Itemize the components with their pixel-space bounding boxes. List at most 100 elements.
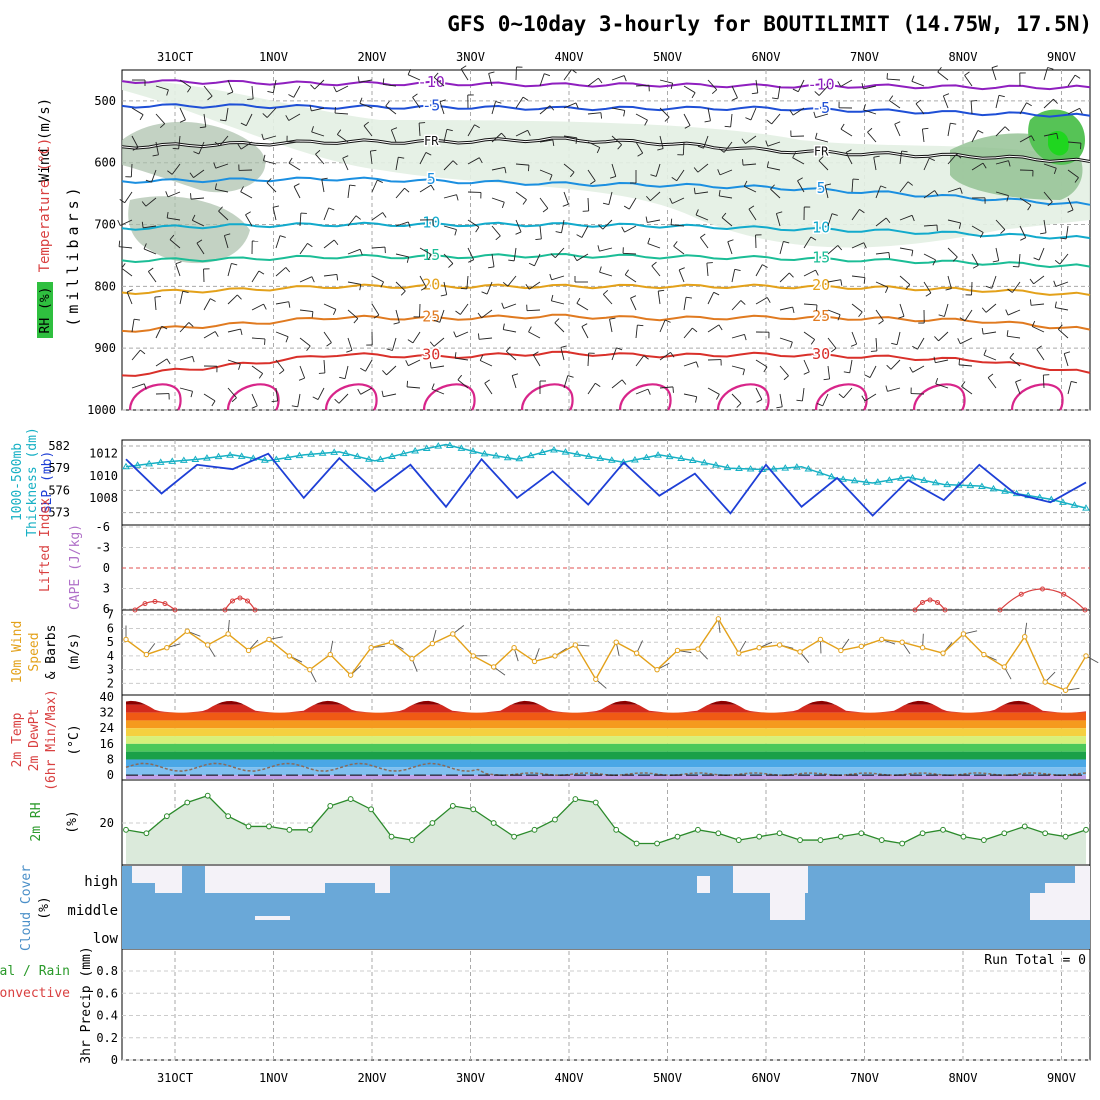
wind-speed-marker — [674, 647, 681, 654]
rh-marker — [511, 833, 517, 840]
wind-barb-flag — [1006, 330, 1009, 337]
wind-barb-flag — [544, 73, 551, 77]
cloud-layer-middle: middle — [67, 903, 118, 919]
wind-barb-flag — [741, 138, 746, 144]
thickness-marker — [665, 452, 674, 460]
wind-barb-flag — [271, 400, 278, 403]
wind-barb-flag — [501, 202, 505, 209]
wind-barb — [419, 152, 427, 165]
wind-barb-flag — [713, 291, 720, 296]
thickness-marker — [179, 456, 188, 463]
wind-barb — [911, 80, 925, 87]
temp-ylabel-1: 2m Temp — [10, 712, 25, 767]
wind-barb — [938, 331, 949, 342]
wind-barb-flag — [845, 149, 852, 153]
upper-pressure-ticks: 500 600 700 800 900 1000 — [87, 94, 116, 417]
rh-marker — [572, 796, 579, 802]
contour-label: 15 — [812, 248, 830, 266]
wind-barb — [179, 355, 193, 361]
wind-barb-flag — [810, 339, 816, 345]
wind-barb — [707, 324, 720, 333]
temperature-contour-line — [121, 137, 1091, 162]
top-date-label: 7NOV — [850, 50, 879, 64]
wind-barb — [386, 365, 397, 376]
warm-contour-blob — [520, 383, 574, 411]
upper-ylabel-temp: Temperature (°C) — [37, 138, 53, 273]
wind-barb-flag — [911, 75, 915, 82]
wind-barb — [827, 309, 841, 316]
wind-barb-flag — [992, 260, 999, 263]
wind-barb — [887, 387, 901, 392]
wind-barb-flag — [595, 382, 601, 387]
thickness-marker — [850, 476, 859, 484]
wind-barb-flag — [823, 378, 830, 381]
wind-barb-flag — [706, 262, 713, 264]
wind-barb-flag — [863, 277, 866, 284]
wind-barb — [390, 129, 397, 143]
wind-barb — [491, 253, 495, 267]
wind-barb-flag — [154, 296, 161, 298]
wind-barb — [983, 331, 997, 335]
wind-barb — [671, 224, 685, 227]
lifted-index-marker — [1040, 586, 1045, 592]
wind-barb-flag — [1053, 98, 1058, 104]
wind-barb-flag — [118, 240, 121, 247]
wind-speed-marker — [184, 628, 190, 634]
wind-barb — [1067, 107, 1080, 115]
thickness-tick: 576 — [48, 483, 70, 497]
wind-speed-marker — [205, 642, 211, 648]
wind-barb — [342, 157, 349, 171]
wind-barb — [1032, 326, 1045, 333]
wind-barb — [457, 379, 469, 389]
wind-barb-flag — [789, 272, 794, 278]
wind-barb — [995, 191, 1009, 197]
wind-barb — [923, 253, 936, 261]
wind-barb — [803, 236, 812, 249]
wind-barb-flag — [644, 119, 648, 126]
thickness-marker — [1001, 487, 1009, 494]
wind-barb-flag — [326, 342, 332, 347]
wind-barb-flag — [1012, 265, 1019, 268]
slp-ylabel-slp: SLP (mb) — [40, 451, 55, 514]
rh-marker — [327, 803, 334, 809]
wind-barb — [779, 337, 793, 343]
wind-barb — [481, 309, 493, 319]
precip-ylabel-total: Total / Rain — [0, 964, 70, 979]
wind-barb-flag — [637, 324, 644, 327]
wind-ylabel-2: Speed — [27, 632, 42, 671]
wind-barb — [624, 274, 637, 283]
wind-barb — [770, 188, 781, 199]
wind-barb — [391, 337, 397, 351]
wind-tick: 4 — [107, 649, 114, 663]
wind-barb — [431, 365, 445, 369]
wind-speed-marker — [470, 653, 476, 659]
wind-barb — [359, 102, 373, 109]
wind-barb — [467, 124, 475, 137]
wind-barb-flag — [985, 285, 992, 289]
wind-speed-marker — [552, 653, 558, 659]
wind-speed-marker — [797, 649, 803, 655]
wind-barb — [1043, 219, 1047, 233]
wind-barb-flag — [386, 348, 393, 351]
temp-band — [126, 759, 1086, 768]
wind-barb-flag — [542, 208, 549, 213]
wind-barb-flag — [792, 88, 799, 93]
wind-barb-flag — [803, 371, 810, 375]
wind-barb — [418, 123, 421, 137]
wind-barb-flag — [797, 177, 803, 182]
rh2m-panel: 20 2m RH (%) — [29, 792, 1090, 864]
temp-tick: 24 — [100, 721, 114, 735]
thickness-marker — [515, 454, 524, 462]
wind-barb-flag — [312, 396, 319, 400]
wind-barb — [755, 387, 763, 400]
wind-barb-flag — [837, 314, 841, 321]
wind-barb-flag — [121, 263, 126, 269]
thickness-marker — [654, 451, 662, 458]
wind-barb — [896, 331, 901, 345]
wind-barb-flag — [240, 328, 243, 336]
wind-barb-flag — [454, 352, 457, 359]
bottom-date-axis: 31OCT 1NOV 2NOV 3NOV 4NOV 5NOV 6NOV 7NOV 8NOV 9NO… — [157, 1071, 1076, 1085]
wind-barb-flag — [878, 320, 884, 325]
wind-barb — [851, 275, 865, 279]
